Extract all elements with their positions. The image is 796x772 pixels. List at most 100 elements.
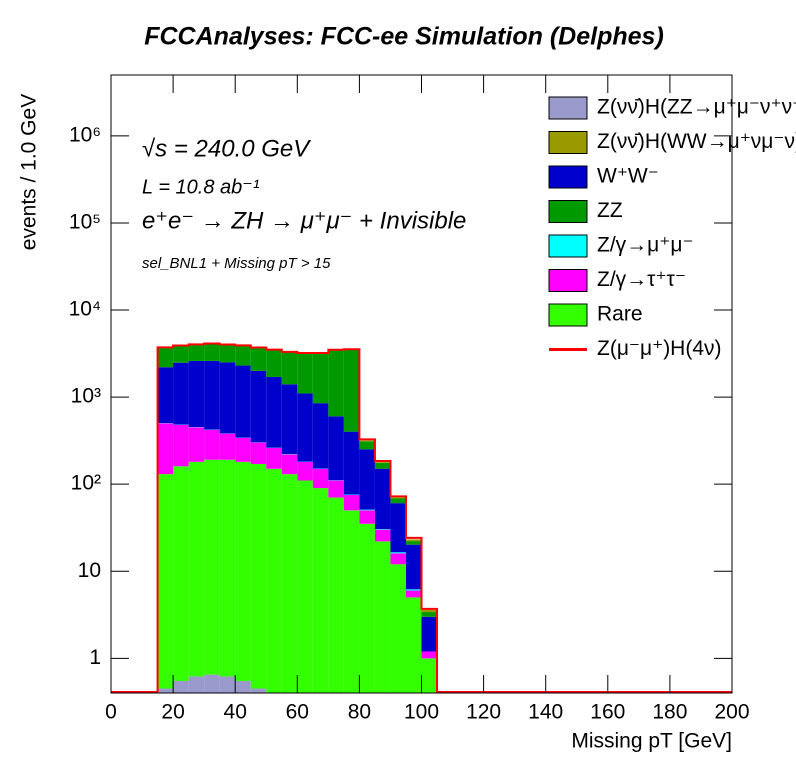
bar-segment — [312, 403, 329, 469]
bar-segment — [343, 349, 360, 432]
bar-segment — [421, 658, 438, 693]
bar-segment — [281, 352, 298, 385]
bar-segment — [312, 468, 329, 489]
bar-segment — [204, 344, 220, 361]
chart-title: FCCAnalyses: FCC-ee Simulation (Delphes) — [144, 23, 664, 51]
legend-swatch — [548, 96, 588, 120]
bar-segment — [421, 616, 438, 652]
bar-segment — [405, 539, 422, 542]
bar-segment — [188, 360, 205, 428]
x-tick-label: 0 — [105, 701, 117, 724]
bar-segment — [421, 609, 438, 613]
bar-segment — [328, 497, 344, 693]
legend-label: Rare — [597, 303, 643, 326]
x-tick-label: 20 — [161, 701, 184, 724]
bar-segment — [405, 541, 422, 545]
bar-segment — [173, 680, 189, 693]
bar-segment — [235, 346, 251, 366]
bar-segment — [157, 474, 174, 689]
bar-segment — [173, 424, 189, 467]
bar-segment — [250, 442, 267, 465]
bar-segment — [297, 353, 313, 394]
bar-segment — [250, 464, 267, 689]
bar-segment — [328, 480, 344, 498]
bar-segment — [266, 350, 282, 377]
bar-segment — [359, 510, 375, 524]
bar-segment — [390, 553, 406, 565]
bar-segment — [204, 459, 220, 675]
bar-segment — [219, 345, 236, 363]
bar-segment — [219, 362, 236, 434]
legend-label: Z(μ⁻μ⁺)H(4ν) — [597, 337, 722, 360]
bar-segment — [219, 459, 236, 677]
bar-segment — [405, 590, 422, 598]
bar-segment — [266, 468, 282, 693]
bar-segment — [374, 462, 391, 463]
bar-segment — [235, 680, 251, 693]
annotation: L = 10.8 ab⁻¹ — [142, 176, 260, 198]
legend-label: ZZ — [597, 199, 623, 222]
bar-segment — [281, 474, 298, 693]
bar-segment — [312, 353, 329, 404]
y-axis-label: events / 1.0 GeV — [18, 94, 41, 250]
bar-segment — [374, 462, 391, 469]
legend-label: Z(νν̄)H(WW→μ⁺νμ⁻ν) — [597, 130, 796, 153]
bar-segment — [359, 523, 375, 693]
bar-segment — [374, 529, 391, 542]
bar-segment — [281, 384, 298, 454]
bar-segment — [312, 488, 329, 693]
bar-segment — [374, 468, 391, 530]
legend-swatch — [548, 200, 588, 223]
bar-segment — [374, 529, 391, 530]
x-tick-label: 180 — [652, 701, 687, 724]
legend-swatch — [548, 234, 588, 258]
bar-segment — [390, 503, 406, 553]
bar-segment — [219, 433, 236, 460]
x-tick-label: 80 — [348, 701, 371, 724]
bar-segment — [281, 454, 298, 475]
x-tick-label: 40 — [224, 701, 247, 724]
y-tick-label: 10³ — [71, 385, 101, 408]
x-tick-label: 100 — [404, 701, 439, 724]
bar-segment — [390, 498, 406, 504]
legend-swatch — [548, 165, 588, 189]
bar-segment — [405, 597, 422, 693]
bar-segment — [188, 676, 205, 693]
bar-segment — [157, 367, 174, 424]
bar-segment — [204, 360, 220, 430]
bar-segment — [390, 564, 406, 693]
y-tick-label: 10² — [71, 472, 101, 495]
legend-swatch — [548, 303, 588, 327]
y-tick-label: 10⁵ — [69, 210, 101, 233]
annotation: sel_BNL1 + Missing pT > 15 — [142, 255, 331, 272]
legend-swatch — [548, 131, 588, 154]
bar-segment — [405, 544, 422, 590]
legend-label: Z/γ→τ⁺τ⁻ — [597, 268, 686, 291]
bar-segment — [204, 674, 220, 693]
legend-label: Z(νν̄)H(ZZ→μ⁺μ⁻ν⁺ν⁻) — [597, 96, 796, 119]
bar-segment — [157, 348, 174, 368]
x-tick-label: 140 — [528, 701, 563, 724]
bar-segment — [173, 362, 189, 425]
annotation: √s = 240.0 GeV — [142, 135, 311, 162]
bar-segment — [359, 440, 375, 442]
legend-swatch — [548, 269, 588, 292]
bar-segment — [235, 461, 251, 681]
bar-segment — [173, 466, 189, 681]
bar-segment — [235, 437, 251, 462]
x-tick-label: 60 — [286, 701, 309, 724]
bar-segment — [390, 497, 406, 499]
bar-segment — [343, 510, 360, 693]
legend-label: Z/γ→μ⁺μ⁻ — [597, 234, 694, 257]
bar-segment — [250, 688, 267, 693]
bar-segment — [204, 429, 220, 460]
x-axis-label: Missing pT [GeV] — [571, 730, 732, 753]
signal-line — [156, 342, 439, 693]
annotation: e⁺e⁻ → ZH → μ⁺μ⁻ + Invisible — [142, 207, 466, 234]
x-tick-label: 120 — [466, 701, 501, 724]
bar-segment — [173, 346, 189, 363]
legend-label: W⁺W⁻ — [597, 165, 659, 188]
bar-segment — [359, 449, 375, 510]
y-tick-label: 10⁴ — [69, 298, 101, 321]
